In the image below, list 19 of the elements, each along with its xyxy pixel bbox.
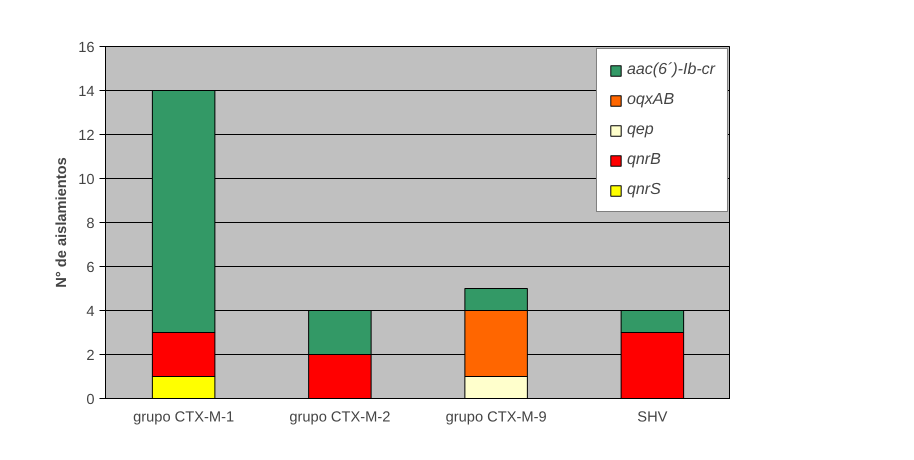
legend-label: aac(6´)-Ib-cr (626, 61, 715, 79)
x-tick-label: grupo CTX-M-1 (133, 410, 234, 426)
y-tick-label: 16 (78, 40, 95, 56)
y-tick-label: 14 (78, 84, 95, 100)
y-tick-label: 0 (86, 392, 95, 408)
x-tick-label: grupo CTX-M-2 (289, 410, 390, 426)
legend-label: qep (626, 121, 654, 139)
x-tick-label: grupo CTX-M-9 (446, 410, 547, 426)
y-tick-label: 10 (78, 172, 95, 188)
y-axis-title: N° de aislamientos (54, 157, 70, 288)
y-tick-label: 2 (86, 348, 95, 364)
legend-label: qnrB (626, 151, 661, 169)
y-tick-label: 12 (78, 128, 95, 144)
x-tick-label: SHV (637, 410, 668, 426)
legend-label: oqxAB (626, 91, 674, 109)
y-tick-label: 4 (86, 304, 95, 320)
legend-label: qnrS (626, 181, 661, 199)
y-tick-label: 8 (86, 216, 95, 232)
y-tick-label: 6 (86, 260, 95, 276)
